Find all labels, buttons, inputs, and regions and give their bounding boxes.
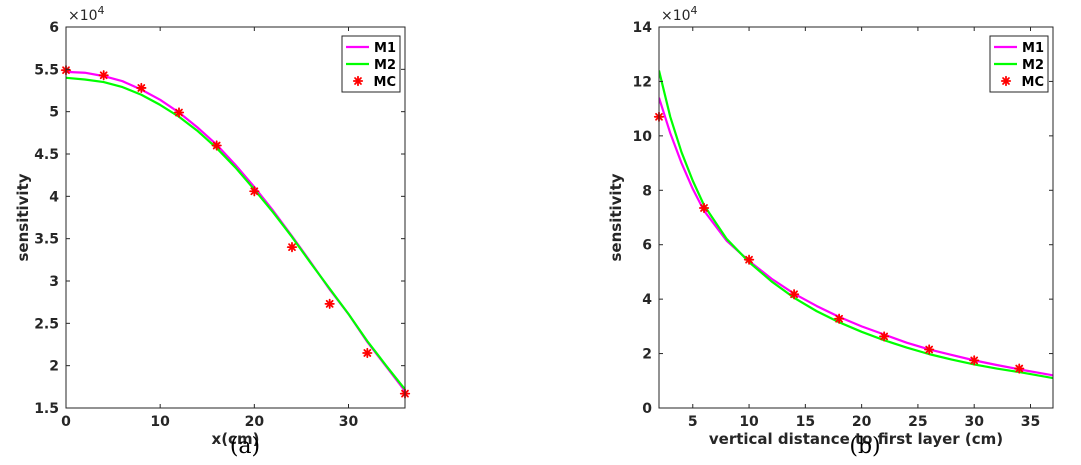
y-axis-exponent: ×104 — [661, 4, 698, 24]
y-axis-exponent: ×104 — [68, 4, 105, 24]
y-tick-label: 6 — [642, 238, 652, 254]
marker-stroke — [325, 299, 334, 308]
marker-stroke — [250, 187, 259, 196]
y-tick-label: 4.5 — [34, 147, 59, 163]
x-tick-label: 10 — [739, 414, 759, 430]
x-axis-label: x(cm) — [212, 430, 260, 448]
marker-stroke — [354, 77, 362, 85]
y-tick-label: 12 — [633, 74, 652, 90]
data-point-mc — [98, 70, 109, 81]
y-axis-exponent-power: 4 — [98, 4, 105, 17]
marker-stroke — [700, 204, 708, 212]
marker-stroke — [835, 314, 843, 323]
legend-label-mc: MC — [374, 75, 396, 90]
data-point-mc — [211, 140, 222, 151]
y-tick-label: 3.5 — [34, 232, 59, 248]
y-tick-label: 8 — [642, 183, 652, 199]
legend-swatch-mc — [1000, 75, 1012, 87]
marker-stroke — [1002, 77, 1010, 85]
data-point-mc — [788, 289, 800, 300]
x-tick-label: 35 — [1021, 414, 1040, 430]
series-line-m2 — [66, 76, 405, 391]
data-point-mc — [136, 82, 147, 94]
data-point-mc — [698, 202, 710, 214]
y-tick-label: 6 — [49, 20, 59, 36]
data-point-mc — [362, 347, 373, 359]
plot-frame — [65, 26, 406, 409]
x-tick-label: 30 — [339, 414, 359, 430]
data-point-mc — [834, 313, 845, 324]
data-point-mc — [924, 344, 935, 355]
y-tick-label: 10 — [633, 129, 653, 145]
data-point-mc — [879, 331, 890, 342]
chart-panel-a: 0 10 20 30 1.5 2 2.5 3 3.5 4 4.5 5 5.5 6 ×104 x(cm) sens… — [14, 4, 411, 459]
marker-stroke — [288, 243, 296, 252]
x-tick-label: 10 — [150, 414, 170, 430]
legend-swatch-mc — [352, 75, 364, 87]
y-tick-label: 1.5 — [34, 401, 59, 417]
legend-label-m2: M2 — [374, 58, 396, 73]
y-tick-label: 2 — [49, 359, 59, 375]
x-tick-label: 20 — [245, 414, 265, 430]
x-tick-label: 0 — [61, 414, 71, 430]
series-line-m2 — [659, 70, 1053, 380]
x-tick-label: 20 — [852, 414, 872, 430]
subfigure-caption: (b) — [849, 434, 880, 459]
legend-label-m2: M2 — [1022, 58, 1044, 73]
marker-stroke — [363, 349, 372, 357]
y-tick-label: 4 — [49, 189, 59, 205]
marker-stroke — [1015, 364, 1024, 373]
chart-panel-b: 5 10 15 20 25 30 35 0 2 4 6 8 10 12 14 ×104 vertical dis… — [607, 4, 1054, 459]
x-tick-label: 30 — [964, 414, 984, 430]
y-tick-label: 2.5 — [34, 316, 59, 332]
series-line-m1 — [659, 97, 1053, 377]
legend-label-m1: M1 — [1022, 41, 1044, 56]
data-point-mc — [969, 355, 980, 366]
data-point-mc — [249, 186, 260, 197]
x-axis-label: vertical distance to first layer (cm) — [709, 430, 1003, 448]
y-tick-label: 0 — [642, 401, 652, 417]
marker-stroke — [137, 84, 146, 92]
y-axis-label: sensitivity — [14, 173, 32, 261]
x-tick-label: 25 — [908, 414, 927, 430]
y-tick-label: 14 — [633, 20, 653, 36]
marker-stroke — [970, 356, 979, 365]
y-axis-exponent-power: 4 — [691, 4, 698, 17]
legend: M1 M2 MC — [341, 35, 401, 93]
y-tick-label: 5 — [49, 105, 59, 121]
legend-label-mc: MC — [1022, 75, 1044, 90]
y-tick-label: 5.5 — [34, 62, 59, 78]
x-tick-label: 5 — [688, 414, 698, 430]
marker-stroke — [925, 345, 934, 354]
y-tick-label: 4 — [642, 292, 652, 308]
plot-frame — [658, 26, 1054, 409]
marker-stroke — [790, 290, 798, 299]
data-point-mc — [324, 298, 335, 309]
marker-stroke — [175, 108, 183, 117]
marker-stroke — [212, 141, 221, 150]
y-tick-label: 2 — [642, 347, 652, 363]
y-axis-label: sensitivity — [607, 173, 625, 261]
series-line-m1 — [66, 70, 405, 392]
legend: M1 M2 MC — [989, 35, 1049, 93]
data-point-mc — [743, 254, 755, 265]
y-tick-label: 3 — [49, 274, 59, 290]
marker-stroke — [745, 255, 753, 264]
legend-label-m1: M1 — [374, 41, 396, 56]
data-point-mc — [173, 107, 185, 118]
x-tick-label: 15 — [796, 414, 815, 430]
subfigure-caption: (a) — [230, 434, 260, 459]
data-point-mc — [1014, 363, 1025, 374]
marker-stroke — [880, 332, 889, 341]
marker-stroke — [99, 71, 108, 80]
data-point-mc — [286, 242, 298, 253]
